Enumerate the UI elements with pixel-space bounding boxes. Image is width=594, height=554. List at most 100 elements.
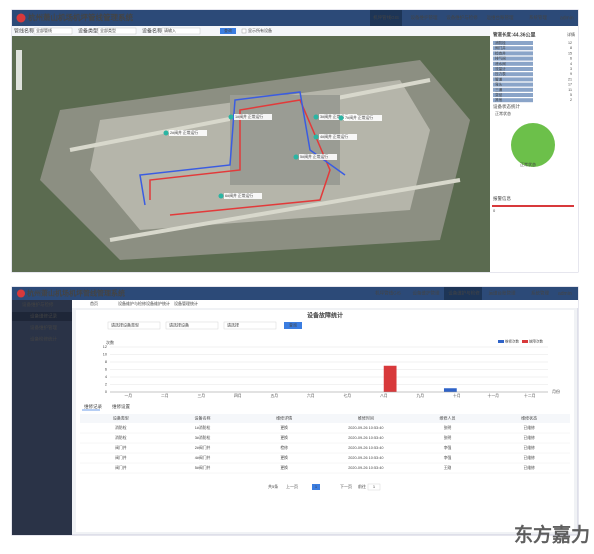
pagination-total: 共5条 bbox=[268, 483, 278, 489]
list-name: 阀门井 bbox=[495, 45, 506, 50]
query-button-text[interactable]: 查询 bbox=[289, 322, 297, 328]
toolbar bbox=[12, 26, 490, 36]
status-pie bbox=[511, 123, 555, 167]
filter-input[interactable] bbox=[165, 321, 219, 330]
sidebar-item[interactable]: 设备维护管理 bbox=[30, 324, 57, 331]
table-cell: 2020-09-26 10:53:40 bbox=[348, 446, 383, 450]
list-count: 4 bbox=[570, 62, 572, 66]
legend-label: 故障次数 bbox=[529, 338, 543, 343]
table-cell: 已维修 bbox=[523, 455, 535, 460]
list-name: 其他 bbox=[495, 97, 503, 102]
x-tick-label: 八月 bbox=[380, 393, 388, 398]
map-marker[interactable] bbox=[313, 134, 319, 140]
table-cell: 阀门井 bbox=[115, 465, 127, 470]
filter-input[interactable] bbox=[223, 321, 277, 330]
map-label: 7#阀井 正常运行 bbox=[345, 115, 373, 120]
table-cell: 更换 bbox=[280, 455, 288, 460]
x-tick-label: 二月 bbox=[161, 393, 169, 398]
map-marker[interactable] bbox=[293, 154, 299, 160]
sidebar-item[interactable]: 设备检修统计 bbox=[30, 336, 57, 343]
nav-tab[interactable]: 设备维护与检修 bbox=[448, 290, 480, 297]
tab[interactable]: 维修记录 bbox=[84, 403, 102, 410]
list-name: 三通 bbox=[495, 87, 503, 92]
list-name: 弯头 bbox=[495, 82, 503, 87]
map-marker[interactable] bbox=[218, 193, 224, 199]
filter-input[interactable] bbox=[97, 27, 137, 35]
tab[interactable]: 维修设置 bbox=[112, 403, 130, 410]
alarm-bar bbox=[492, 205, 574, 207]
nav-tab[interactable]: 机坪管线GIS bbox=[375, 290, 401, 297]
map-label: 2#阀井 正常运行 bbox=[170, 130, 198, 135]
nav-tab[interactable]: 设备维护管理 bbox=[411, 14, 438, 21]
nav-tab[interactable]: 机坪管线GIS bbox=[373, 14, 399, 21]
list-count: 2 bbox=[570, 98, 572, 102]
status-subtitle: 正常状态 bbox=[495, 110, 511, 116]
filter-input[interactable] bbox=[33, 27, 73, 35]
query-button[interactable] bbox=[220, 28, 236, 34]
nav-tab[interactable]: 设备维护与检修 bbox=[446, 14, 478, 21]
table-cell: 3#消防栓 bbox=[195, 435, 211, 440]
breadcrumb[interactable]: 设备维护统计 bbox=[146, 300, 170, 306]
map-marker[interactable] bbox=[228, 114, 234, 120]
table-cell: 4#阀门井 bbox=[195, 455, 211, 460]
list-bar bbox=[493, 51, 533, 56]
breadcrumb[interactable]: 设备维护与检修 bbox=[118, 300, 146, 306]
table-cell: 消防栓 bbox=[115, 425, 127, 430]
nav-tab[interactable]: 系统管理 bbox=[531, 290, 549, 297]
bar bbox=[383, 365, 397, 392]
map-marker[interactable] bbox=[313, 114, 319, 120]
alarm-title: 报警信息 bbox=[493, 195, 511, 202]
map-label-box bbox=[234, 114, 272, 120]
table-cell: 5#阀门井 bbox=[195, 465, 211, 470]
nav-tab[interactable]: 运维台账管理 bbox=[487, 14, 514, 21]
table-cell: 2#阀门井 bbox=[195, 445, 211, 450]
table-cell: 2020-09-26 10:53:40 bbox=[348, 426, 383, 430]
y-tick-label: 0 bbox=[105, 390, 107, 394]
pagination-prev[interactable]: 上一页 bbox=[286, 483, 298, 489]
map-marker[interactable] bbox=[163, 130, 169, 136]
pagination-page[interactable]: 1 bbox=[315, 484, 318, 489]
breadcrumb[interactable]: 设备管理统计 bbox=[174, 300, 198, 306]
list-name: 管道 bbox=[495, 76, 503, 81]
list-name: 检查井 bbox=[495, 50, 506, 55]
sidebar-item[interactable]: 设备维护与检修 bbox=[22, 301, 54, 308]
x-tick-label: 九月 bbox=[416, 393, 424, 398]
table-cell: 李强 bbox=[444, 445, 452, 450]
filter-label: 设备类型 bbox=[78, 27, 98, 34]
table-header: 维修时间 bbox=[358, 415, 374, 421]
list-bar bbox=[493, 87, 533, 92]
filter-label: 设备名称 bbox=[142, 27, 162, 34]
filter-input[interactable] bbox=[161, 27, 201, 35]
list-count: 9 bbox=[570, 72, 572, 76]
status-legend: 正常状态 bbox=[520, 161, 536, 167]
x-tick-label: 十二月 bbox=[524, 393, 536, 398]
nav-tab[interactable]: 运维台账管理 bbox=[489, 290, 516, 297]
table-cell: 2020-09-26 10:53:40 bbox=[348, 436, 383, 440]
user: admin bbox=[560, 15, 574, 21]
nav-tab[interactable]: 设备维护管理 bbox=[413, 290, 440, 297]
page-current[interactable] bbox=[312, 484, 320, 490]
page-input[interactable] bbox=[367, 483, 381, 491]
map-marker[interactable] bbox=[338, 115, 344, 121]
query-button-text[interactable]: 查询 bbox=[224, 27, 232, 33]
sidebar-item[interactable]: 设备维修记录 bbox=[30, 313, 57, 320]
bottom-header bbox=[12, 287, 578, 300]
table-cell: 2020-09-26 10:53:40 bbox=[348, 456, 383, 460]
filter-input[interactable] bbox=[107, 321, 161, 330]
map-label-box bbox=[319, 114, 357, 120]
list-name: 排气阀 bbox=[495, 56, 506, 61]
query-button[interactable] bbox=[284, 322, 302, 329]
x-tick-label: 十月 bbox=[453, 393, 461, 398]
status-title: 设备状态统计 bbox=[493, 103, 520, 110]
list-bar bbox=[493, 61, 533, 66]
zoom-control[interactable] bbox=[16, 50, 22, 90]
map-label-box bbox=[299, 154, 337, 160]
table-cell: 王刚 bbox=[444, 465, 452, 470]
pagination-next[interactable]: 下一页 bbox=[340, 484, 352, 489]
breadcrumb[interactable]: 首页 bbox=[90, 300, 98, 306]
checkbox[interactable] bbox=[241, 28, 247, 34]
y-tick-label: 12 bbox=[103, 345, 107, 349]
list-count: 6 bbox=[570, 57, 572, 61]
summary-link[interactable]: 详情 bbox=[567, 31, 575, 37]
nav-tab[interactable]: 系统管理 bbox=[529, 14, 547, 21]
